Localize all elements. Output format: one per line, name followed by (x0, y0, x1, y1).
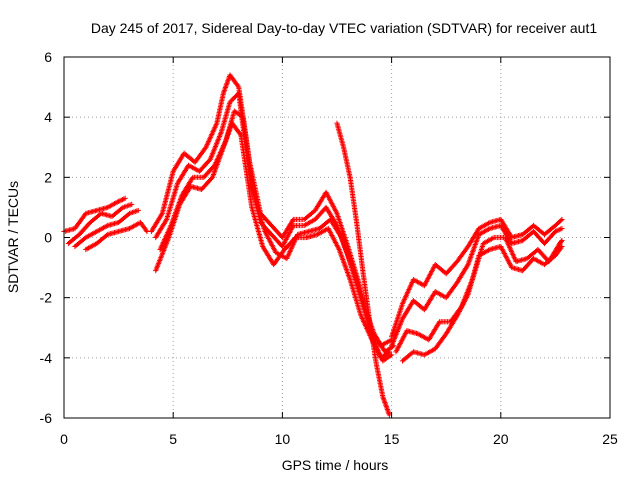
data-point (558, 238, 564, 245)
y-tick-label: 2 (44, 169, 52, 185)
data-point (135, 207, 141, 214)
chart-title: Day 245 of 2017, Sidereal Day-to-day VTE… (91, 20, 598, 36)
data-point (558, 217, 564, 224)
x-tick-label: 0 (60, 431, 68, 447)
data-point (559, 225, 565, 232)
data-point (125, 211, 131, 218)
x-axis-label: GPS time / hours (282, 457, 389, 473)
series-track-3 (72, 207, 141, 250)
data-point (235, 83, 241, 89)
ticks: 0 5 10 15 20 25 -6 -4 -2 0 2 4 6 (40, 49, 618, 447)
x-tick-label: 10 (275, 431, 291, 447)
series-track-11 (389, 222, 565, 349)
data-points (61, 72, 565, 418)
x-tick-label: 20 (493, 431, 509, 447)
data-point (144, 228, 150, 235)
y-tick-label: -4 (40, 350, 53, 366)
series-track-9 (334, 120, 393, 418)
y-axis-label: SDTVAR / TECUs (5, 181, 21, 293)
data-point (291, 235, 298, 242)
series-track-10 (389, 216, 565, 340)
data-point (559, 237, 565, 244)
y-tick-label: -6 (40, 410, 53, 426)
x-tick-label: 25 (602, 431, 618, 447)
series-track-4 (83, 219, 150, 253)
data-point (559, 216, 565, 223)
y-tick-label: 0 (44, 230, 52, 246)
data-point (122, 195, 128, 201)
data-point (237, 131, 243, 137)
data-point (129, 201, 135, 208)
data-point (119, 205, 125, 212)
series-track-13 (399, 243, 565, 364)
x-tick-label: 15 (384, 431, 400, 447)
x-tick-label: 5 (169, 431, 177, 447)
data-point (389, 352, 395, 358)
y-tick-label: 4 (44, 109, 52, 125)
series-track-2 (65, 201, 135, 247)
y-tick-label: -2 (40, 290, 53, 306)
series-track-8 (153, 120, 395, 364)
series-track-1 (61, 195, 128, 235)
data-point (559, 243, 565, 250)
y-tick-label: 6 (44, 49, 52, 65)
